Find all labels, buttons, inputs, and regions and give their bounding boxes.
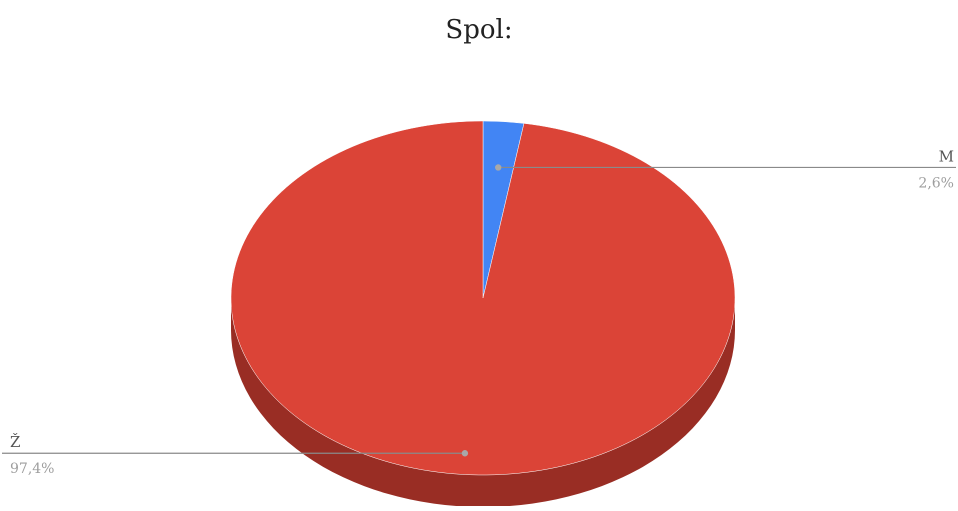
chart-title: Spol: xyxy=(445,15,512,45)
leader-dot-z xyxy=(461,450,469,457)
slice-label-m: M xyxy=(939,147,954,165)
leader-dot-m xyxy=(495,164,502,171)
pie-depth-group xyxy=(231,298,735,507)
slice-label-z: Ž xyxy=(10,433,20,451)
slice-value-label-m: 2,6% xyxy=(918,175,954,191)
pie-slice-side-z xyxy=(231,298,735,507)
pie-labels-group: M 2,6% Ž 97,4% xyxy=(2,147,956,477)
pie-slices-group xyxy=(230,120,736,476)
pie-slice-z xyxy=(230,120,736,476)
slice-value-label-z: 97,4% xyxy=(10,461,54,477)
